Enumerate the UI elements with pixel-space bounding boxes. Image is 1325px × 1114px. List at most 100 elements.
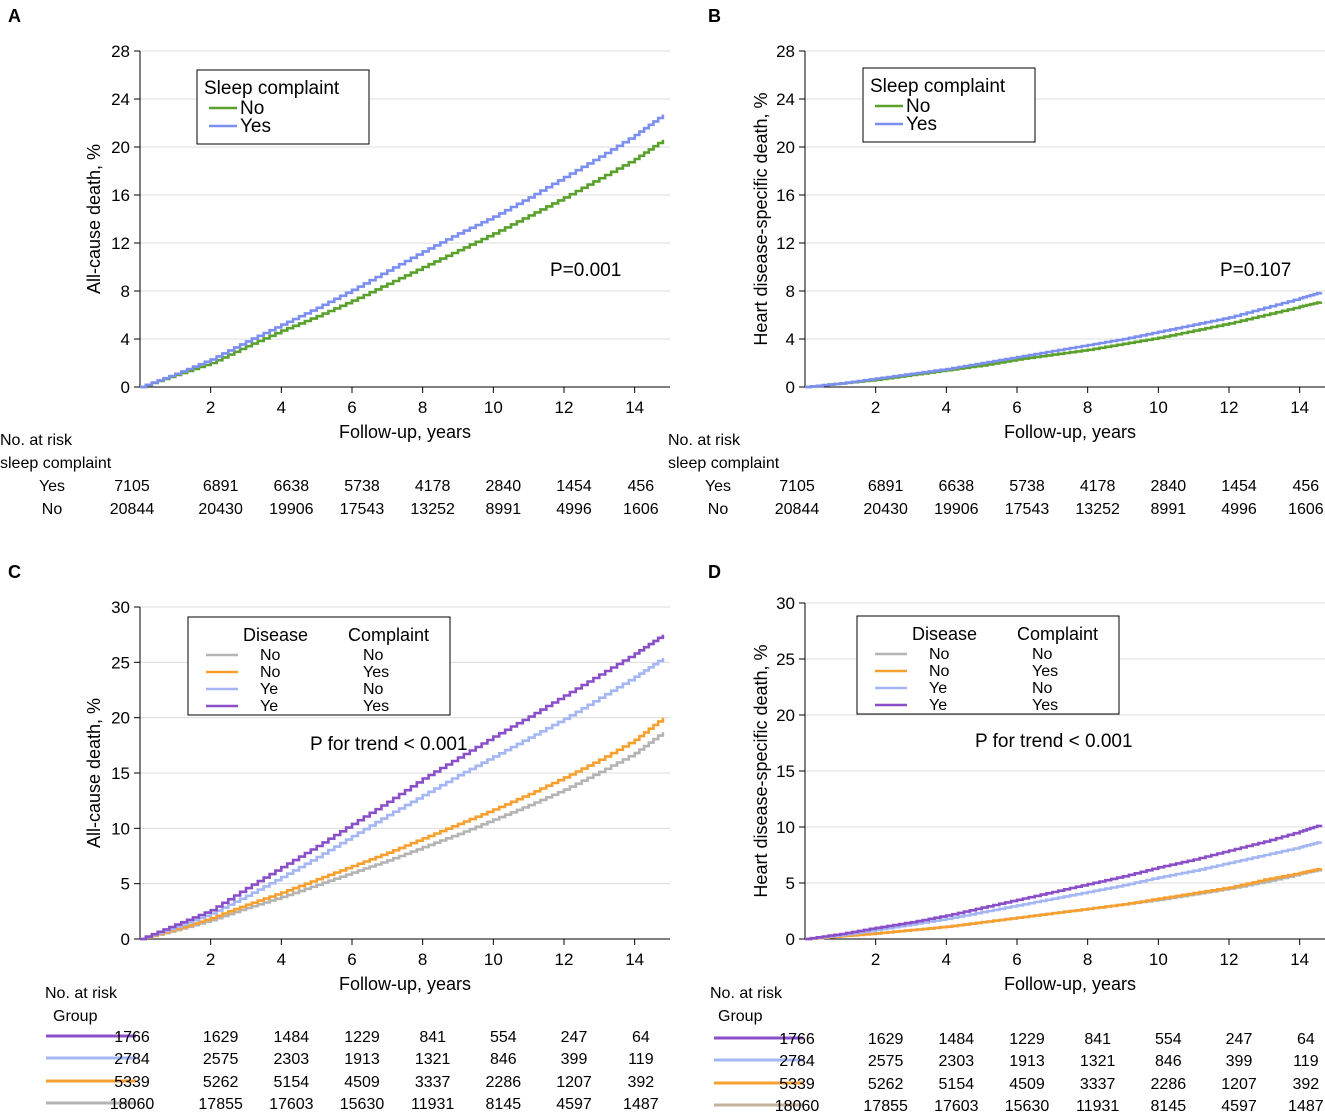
- y-tick-label: 8: [121, 282, 130, 301]
- risk-value: 18060: [775, 1098, 820, 1114]
- risk-value: 2575: [868, 1053, 904, 1070]
- x-tick-label: 14: [625, 950, 644, 969]
- risk-value: 247: [1226, 1031, 1253, 1048]
- x-tick-label: 4: [942, 398, 951, 417]
- risk-row-label: Yes: [705, 478, 731, 495]
- risk-value: 17543: [1005, 501, 1050, 518]
- risk-value: 1606: [623, 501, 659, 518]
- risk-value: 1229: [1009, 1031, 1045, 1048]
- risk-value: 17603: [269, 1096, 314, 1113]
- risk-value: 1229: [344, 1029, 380, 1046]
- risk-value: 6638: [274, 478, 310, 495]
- legend-disease-value: No: [929, 646, 950, 663]
- x-tick-label: 4: [942, 950, 951, 969]
- y-tick-label: 20: [111, 709, 130, 728]
- risk-value: 1454: [1221, 478, 1257, 495]
- risk-value: 13252: [1075, 501, 1120, 518]
- risk-row-label: Yes: [39, 478, 65, 495]
- risk-value: 3337: [1080, 1076, 1116, 1093]
- risk-table-subtitle: sleep complaint: [668, 455, 780, 472]
- risk-value: 2840: [486, 478, 522, 495]
- risk-value: 15630: [1005, 1098, 1050, 1114]
- risk-value: 17543: [340, 501, 385, 518]
- risk-value: 64: [1297, 1031, 1315, 1048]
- x-tick-label: 8: [1083, 398, 1092, 417]
- x-tick-label: 10: [1149, 950, 1168, 969]
- legend-complaint-value: No: [363, 647, 384, 664]
- y-tick-label: 28: [111, 42, 130, 61]
- risk-value: 1487: [623, 1096, 659, 1113]
- legend-box: [187, 616, 451, 716]
- y-tick-label: 12: [111, 234, 130, 253]
- risk-value: 1321: [415, 1051, 451, 1068]
- x-tick-label: 8: [418, 398, 427, 417]
- risk-value: 7105: [114, 478, 150, 495]
- legend-label: Yes: [906, 114, 937, 135]
- y-axis-label: All-cause death, %: [84, 698, 104, 848]
- risk-value: 1766: [114, 1029, 150, 1046]
- x-tick-label: 6: [347, 950, 356, 969]
- risk-value: 1484: [274, 1029, 310, 1046]
- risk-value: 8991: [1151, 501, 1187, 518]
- risk-value: 247: [561, 1029, 588, 1046]
- series-line-orange: [140, 717, 665, 941]
- legend-complaint-value: Yes: [363, 698, 389, 715]
- x-tick-label: 2: [206, 398, 215, 417]
- y-tick-label: 0: [786, 378, 795, 397]
- x-axis-label: Follow-up, years: [1004, 422, 1136, 442]
- legend-disease-value: Ye: [260, 698, 278, 715]
- risk-value: 11931: [1076, 1098, 1119, 1114]
- x-tick-label: 4: [277, 950, 286, 969]
- x-tick-label: 8: [418, 950, 427, 969]
- risk-value: 5339: [779, 1076, 815, 1093]
- risk-value: 2784: [779, 1053, 815, 1070]
- risk-value: 5738: [344, 478, 380, 495]
- x-tick-label: 10: [484, 950, 503, 969]
- y-tick-label: 30: [776, 594, 795, 613]
- risk-value: 1484: [939, 1031, 975, 1048]
- risk-value: 846: [1155, 1053, 1182, 1070]
- series-line-blue: [805, 291, 1323, 389]
- legend-complaint-value: Yes: [1032, 697, 1058, 714]
- legend-title: Sleep complaint: [204, 78, 340, 99]
- risk-table-subtitle: sleep complaint: [0, 455, 112, 472]
- risk-value: 2840: [1151, 478, 1187, 495]
- x-tick-label: 8: [1083, 950, 1092, 969]
- risk-value: 4597: [1221, 1098, 1257, 1114]
- legend-complaint-value: No: [363, 681, 384, 698]
- y-tick-label: 10: [111, 819, 130, 838]
- x-axis-label: Follow-up, years: [339, 422, 471, 442]
- series-line-gray: [140, 732, 665, 941]
- legend-header-disease: Disease: [243, 625, 308, 645]
- legend-disease-value: No: [260, 664, 281, 681]
- p-value-annotation: P for trend < 0.001: [975, 731, 1133, 752]
- x-tick-label: 14: [1290, 950, 1309, 969]
- risk-value: 841: [419, 1029, 446, 1046]
- risk-value: 13252: [410, 501, 455, 518]
- risk-value: 5154: [939, 1076, 975, 1093]
- risk-value: 1913: [344, 1051, 380, 1068]
- x-tick-label: 6: [1012, 950, 1021, 969]
- x-tick-label: 14: [1290, 398, 1309, 417]
- risk-value: 4178: [1080, 478, 1116, 495]
- risk-value: 841: [1084, 1031, 1111, 1048]
- risk-value: 18060: [110, 1096, 155, 1113]
- y-tick-label: 15: [776, 762, 795, 781]
- risk-value: 6891: [868, 478, 904, 495]
- risk-value: 4996: [1221, 501, 1257, 518]
- x-tick-label: 4: [277, 398, 286, 417]
- y-tick-label: 16: [111, 186, 130, 205]
- series-line-lightblue: [140, 657, 665, 941]
- x-tick-label: 12: [555, 398, 574, 417]
- risk-value: 4509: [1009, 1076, 1045, 1093]
- risk-value: 846: [490, 1051, 517, 1068]
- risk-value: 6891: [203, 478, 239, 495]
- x-tick-label: 2: [871, 398, 880, 417]
- risk-value: 17603: [934, 1098, 979, 1114]
- legend-label: Yes: [240, 116, 271, 137]
- panel-c: C 0 5 10 15 20 25 30 2 4 6 8 10 12 14 Follow-up, years A…: [8, 562, 670, 1113]
- risk-value: 19906: [934, 501, 979, 518]
- risk-value: 4597: [556, 1096, 592, 1113]
